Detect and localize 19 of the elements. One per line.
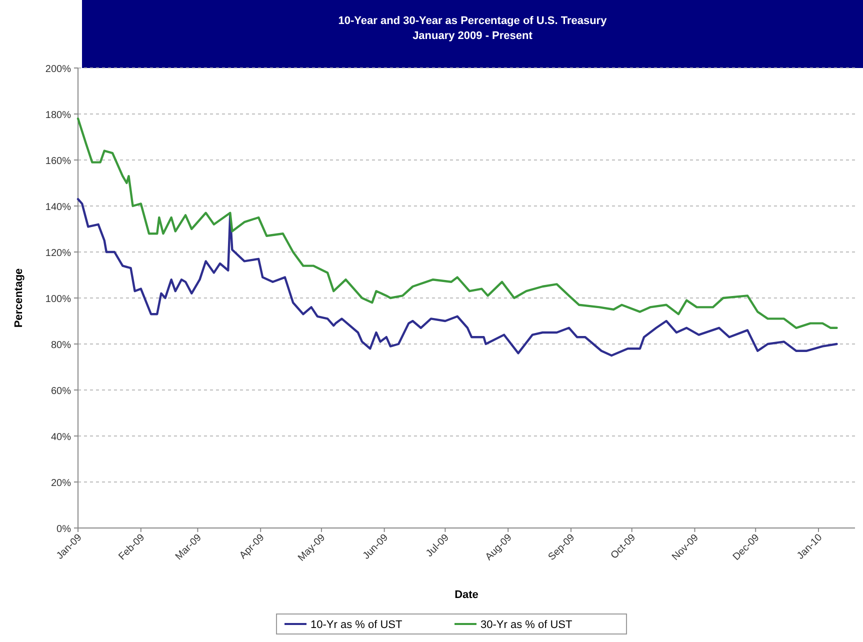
y-tick-label: 60% bbox=[50, 386, 72, 397]
y-tick-label: 20% bbox=[50, 478, 72, 489]
y-tick-label: 0% bbox=[56, 524, 72, 535]
y-tick-label: 200% bbox=[45, 64, 72, 75]
legend-label: 30-Yr as % of UST bbox=[480, 619, 572, 631]
x-axis-title: Date bbox=[454, 589, 478, 601]
y-tick-label: 80% bbox=[50, 340, 72, 351]
y-tick-label: 160% bbox=[45, 156, 72, 167]
y-tick-label: 40% bbox=[50, 432, 72, 443]
y-tick-label: 180% bbox=[45, 110, 72, 121]
line-series bbox=[76, 118, 838, 329]
line-series bbox=[76, 198, 838, 357]
chart-subtitle: January 2009 - Present bbox=[412, 30, 533, 42]
legend-label: 10-Yr as % of UST bbox=[310, 619, 402, 631]
chart-title: 10-Year and 30-Year as Percentage of U.S. Treasury bbox=[338, 15, 608, 27]
y-axis-title: Percentage bbox=[13, 268, 25, 328]
y-tick-label: 120% bbox=[45, 248, 72, 259]
y-tick-label: 140% bbox=[45, 202, 72, 213]
y-tick-label: 100% bbox=[45, 294, 72, 305]
